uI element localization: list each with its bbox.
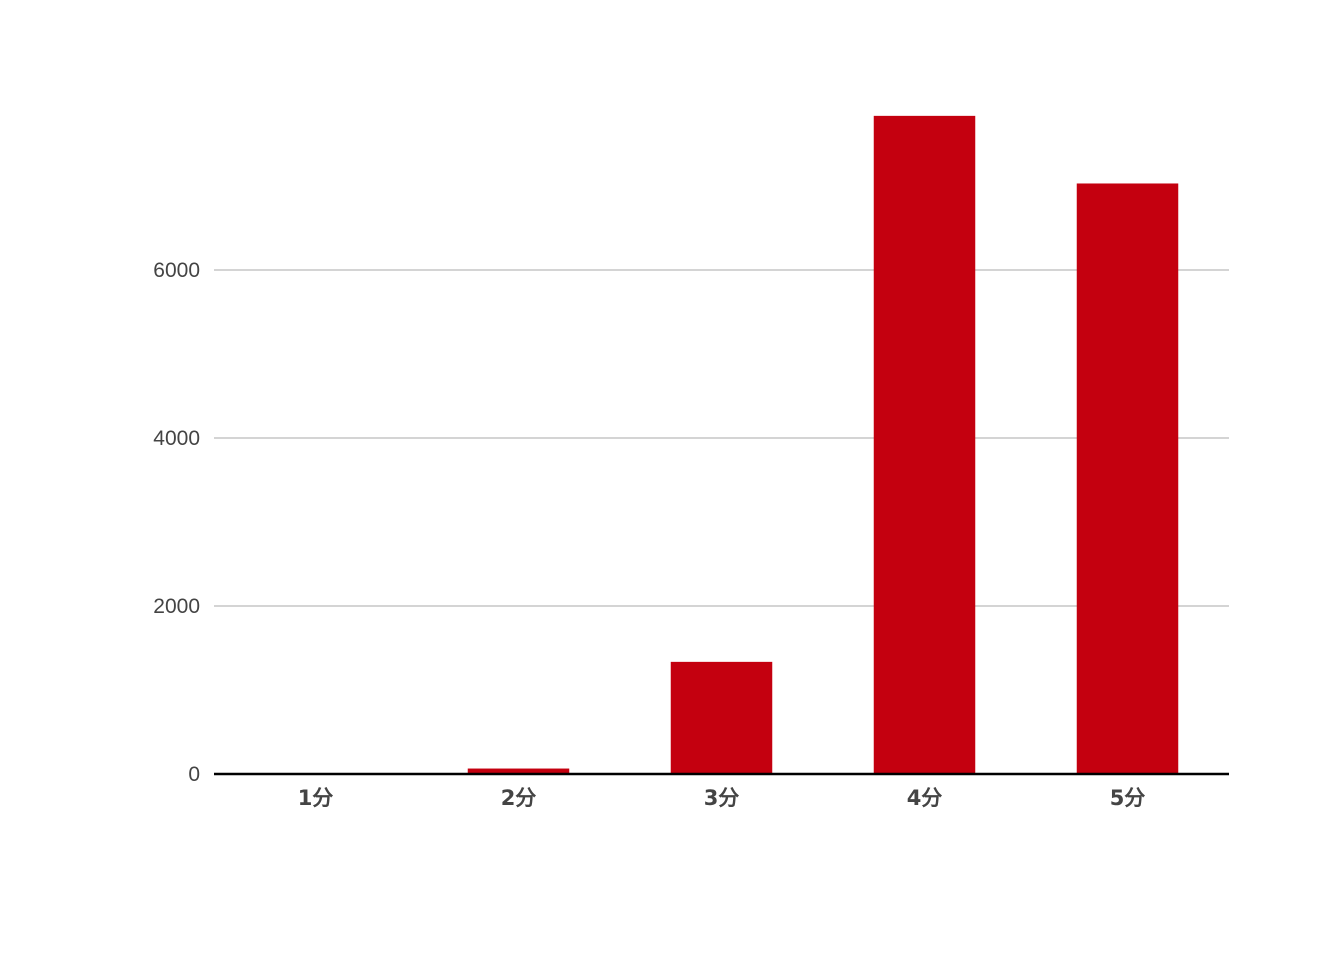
y-tick-label: 2000 xyxy=(153,595,200,618)
x-tick-label: 2分 xyxy=(501,786,537,810)
x-tick-label: 4分 xyxy=(907,786,943,810)
x-tick-label: 1分 xyxy=(298,786,334,810)
y-tick-label: 4000 xyxy=(153,427,200,450)
gridlines xyxy=(214,269,1229,607)
y-tick-label: 0 xyxy=(188,763,200,786)
x-tick-label: 3分 xyxy=(704,786,740,810)
bars xyxy=(264,115,1179,775)
bar-5 xyxy=(1076,183,1179,775)
x-tick-label: 5分 xyxy=(1110,786,1146,810)
y-tick-label: 6000 xyxy=(153,259,200,282)
tick-labels: 0 2000 4000 6000 1分 2分 3分 4分 5分 xyxy=(153,259,1145,810)
bar-2 xyxy=(467,768,570,774)
bar-4 xyxy=(873,115,976,775)
bar-3 xyxy=(670,661,773,774)
